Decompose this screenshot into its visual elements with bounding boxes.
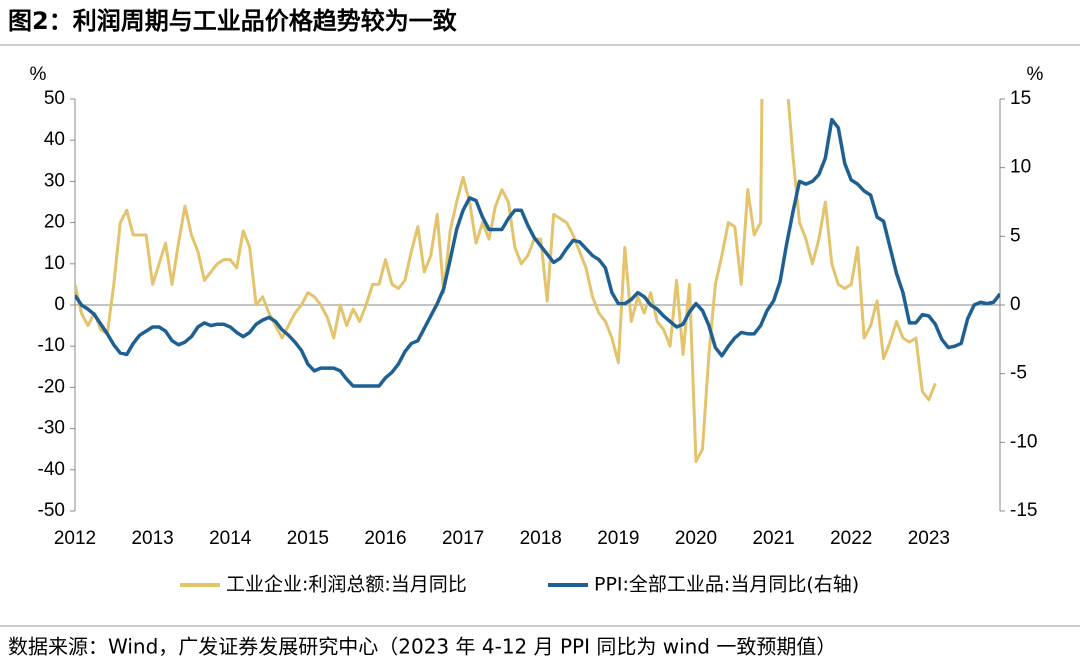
chart-title: 图2：利润周期与工业品价格趋势较为一致 [8, 7, 458, 35]
y-tick-label: -40 [38, 459, 65, 480]
x-tick-label: 2023 [908, 528, 950, 549]
y2-tick-label: 0 [1010, 294, 1021, 315]
legend-label: PPI:全部工业品:当月同比(右轴) [594, 574, 859, 596]
y-tick-label: -50 [38, 500, 65, 521]
x-tick-label: 2016 [364, 528, 406, 549]
y-tick-label: 50 [44, 88, 65, 109]
x-tick-label: 2020 [675, 528, 717, 549]
y-tick-label: 0 [54, 294, 65, 315]
x-tick-label: 2017 [442, 528, 484, 549]
x-tick-label: 2021 [752, 528, 794, 549]
x-tick-label: 2012 [54, 528, 96, 549]
y2-tick-label: 5 [1010, 225, 1021, 246]
legend-label: 工业企业:利润总额:当月同比 [226, 574, 467, 596]
y2-tick-label: -15 [1010, 500, 1037, 521]
y2-unit: % [1027, 64, 1044, 85]
y-unit: % [30, 64, 47, 85]
plot-area [75, 99, 1000, 464]
y-tick-label: -30 [38, 418, 65, 439]
series-line [75, 99, 937, 464]
y2-tick-label: 10 [1010, 157, 1031, 178]
x-tick-label: 2022 [830, 528, 872, 549]
y-tick-label: 10 [44, 253, 65, 274]
x-tick-label: 2013 [131, 528, 173, 549]
y-tick-label: 20 [44, 212, 65, 233]
x-tick-label: 2015 [287, 528, 329, 549]
source-note: 数据来源：Wind，广发证券发展研究中心（2023 年 4-12 月 PPI 同… [8, 635, 836, 659]
y-tick-label: -20 [38, 376, 65, 397]
y2-tick-label: 15 [1010, 88, 1031, 109]
series-line [75, 117, 1000, 388]
x-tick-label: 2018 [520, 528, 562, 549]
x-tick-label: 2014 [209, 528, 252, 549]
y2-tick-label: -10 [1010, 431, 1037, 452]
x-tick-label: 2019 [597, 528, 639, 549]
y2-tick-label: -5 [1010, 363, 1027, 384]
y-tick-label: -10 [38, 335, 65, 356]
y-tick-label: 40 [44, 129, 65, 150]
y-tick-label: 30 [44, 170, 65, 191]
